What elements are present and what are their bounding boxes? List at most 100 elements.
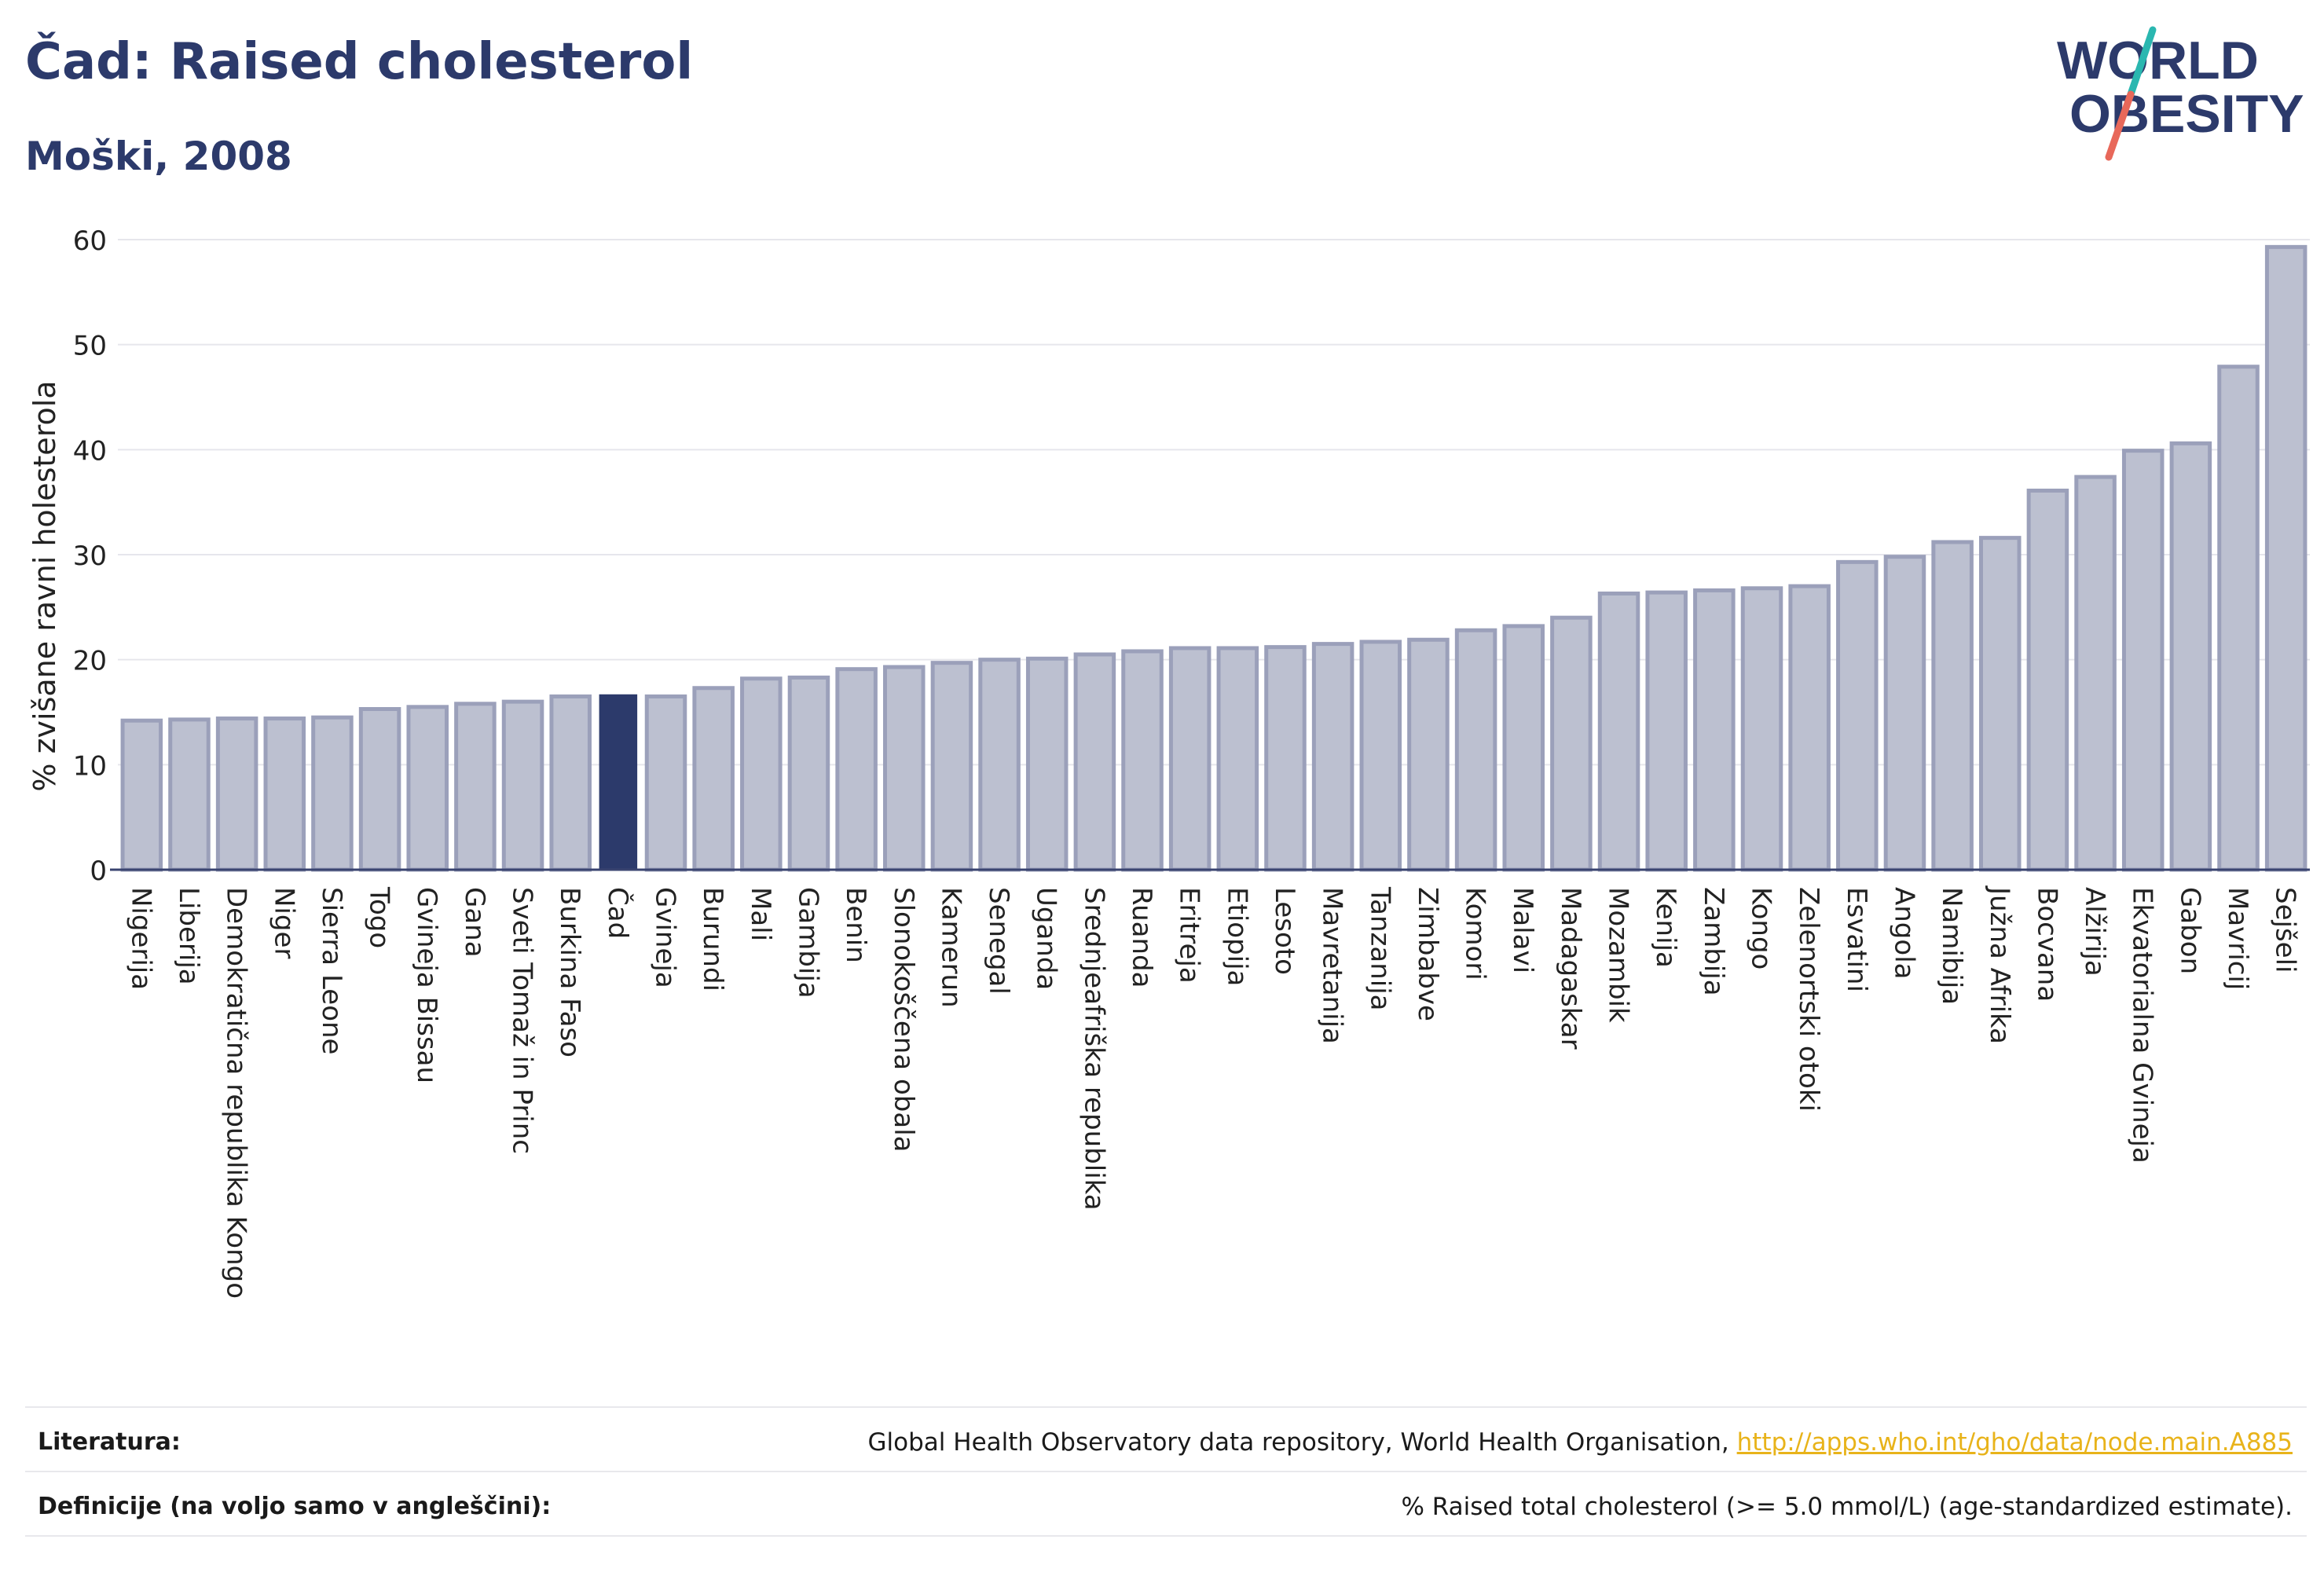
bar xyxy=(358,706,401,872)
x-tick-label: Gvineja Bissau xyxy=(411,887,442,1083)
bar xyxy=(549,694,592,872)
x-tick-label: Južna Afrika xyxy=(1984,885,2015,1044)
x-tick-label: Gambija xyxy=(792,887,823,999)
x-tick-label: Namibija xyxy=(1936,887,1967,1005)
x-tick-label: Mavricij xyxy=(2222,887,2253,990)
x-tick-label: Niger xyxy=(268,887,299,958)
x-tick-label: Sierra Leone xyxy=(316,887,347,1054)
x-tick-label: Angola xyxy=(1888,887,1919,979)
bar xyxy=(1311,642,1354,872)
bar xyxy=(2217,365,2260,872)
x-tick-label: Zambija xyxy=(1698,887,1729,996)
x-tick-label: Madagaskar xyxy=(1555,887,1586,1050)
bar xyxy=(1979,536,2022,872)
x-tick-label: Demokratična republika Kongo xyxy=(221,887,252,1299)
bar xyxy=(1168,646,1211,872)
bar xyxy=(1264,645,1307,872)
bar xyxy=(978,658,1021,872)
x-tick-label: Gana xyxy=(459,887,490,958)
x-tick-label: Liberija xyxy=(173,887,204,985)
x-tick-label: Komori xyxy=(1460,887,1491,980)
literature-text: Global Health Observatory data repositor… xyxy=(867,1428,1729,1457)
bar xyxy=(1931,540,1974,872)
y-axis-title: % zvišane ravni holesterola xyxy=(27,380,62,791)
bar xyxy=(1359,640,1402,872)
y-tick-label: 10 xyxy=(73,750,107,782)
x-tick-label: Sveti Tomaž in Princ xyxy=(507,887,538,1154)
y-tick-label: 40 xyxy=(73,435,107,467)
x-tick-label: Burkina Faso xyxy=(554,887,585,1057)
logo-text-world: WORLD xyxy=(2057,31,2259,90)
x-tick-label: Mavretanija xyxy=(1317,887,1348,1044)
bar xyxy=(168,717,211,872)
x-tick-label: Srednjeafriška republika xyxy=(1078,887,1109,1211)
bar xyxy=(1883,555,1926,872)
bar xyxy=(406,705,449,872)
bar xyxy=(2169,441,2212,872)
bar xyxy=(2264,244,2308,872)
bar xyxy=(2074,475,2117,872)
x-tick-label: Kamerun xyxy=(935,887,966,1008)
x-tick-label: Lesoto xyxy=(1269,887,1300,975)
x-tick-label: Zimbabve xyxy=(1412,887,1443,1021)
x-tick-label: Ekvatorialna Gvineja xyxy=(2127,887,2158,1164)
x-tick-label: Kenija xyxy=(1650,887,1681,968)
x-tick-label: Uganda xyxy=(1031,887,1062,990)
logo-slash-red xyxy=(2105,90,2135,161)
bar xyxy=(644,694,687,872)
bar xyxy=(692,686,735,872)
world-obesity-logo: WORLD OBESITY xyxy=(2057,26,2304,161)
x-tick-label: Etiopija xyxy=(1221,887,1252,986)
footer-divider-bottom xyxy=(25,1535,2307,1537)
x-tick-label: Ruanda xyxy=(1126,887,1157,988)
bar xyxy=(1502,624,1545,872)
bar xyxy=(1740,586,1783,872)
x-tick-label: Alžirija xyxy=(2079,887,2110,977)
y-tick-label: 60 xyxy=(73,225,107,257)
bar xyxy=(2026,488,2069,872)
x-tick-label: Esvatini xyxy=(1841,887,1872,992)
bar xyxy=(599,694,638,870)
bar xyxy=(1121,649,1164,872)
bar xyxy=(501,699,544,872)
bar xyxy=(1645,590,1688,872)
x-tick-label: Benin xyxy=(840,887,871,963)
bar xyxy=(787,675,830,872)
definition-text: % Raised total cholesterol (>= 5.0 mmol/… xyxy=(1401,1493,2293,1521)
bar xyxy=(1025,656,1069,872)
x-tick-label: Mali xyxy=(745,887,776,941)
x-tick-label: Togo xyxy=(364,886,395,948)
bar xyxy=(120,718,163,872)
x-tick-label: Gabon xyxy=(2174,887,2205,974)
x-tick-label: Bocvana xyxy=(2031,887,2062,1002)
literature-link[interactable]: http://apps.who.int/gho/data/node.main.A… xyxy=(1736,1428,2293,1457)
y-tick-label: 20 xyxy=(73,646,107,677)
x-tick-label: Eritreja xyxy=(1174,887,1205,984)
bar xyxy=(835,667,878,872)
logo-text-obesity: OBESITY xyxy=(2069,84,2304,144)
bar xyxy=(1550,615,1593,872)
y-tick-label: 0 xyxy=(90,856,107,887)
bar xyxy=(1454,628,1497,872)
bar xyxy=(1836,559,1879,872)
bar xyxy=(740,676,783,872)
x-tick-label: Sejšeli xyxy=(2270,887,2301,973)
x-tick-label: Burundi xyxy=(697,887,728,991)
x-tick-label: Gvineja xyxy=(650,887,681,988)
definition-label: Definicije (na voljo samo v angleščini): xyxy=(38,1493,552,1520)
chart-subtitle: Moški, 2008 xyxy=(25,134,292,179)
bar xyxy=(215,717,258,872)
x-tick-label: Čad xyxy=(602,887,634,939)
bar xyxy=(263,717,306,872)
x-tick-label: Slonokoščena obala xyxy=(888,887,919,1152)
x-tick-label: Tanzanija xyxy=(1364,886,1395,1010)
bar xyxy=(311,715,354,872)
footer-divider-top xyxy=(25,1406,2307,1408)
y-tick-label: 30 xyxy=(73,541,107,572)
x-tick-label: Mozambik xyxy=(1603,887,1634,1023)
bar xyxy=(1693,588,1736,872)
footer-divider-middle xyxy=(25,1471,2307,1472)
x-tick-label: Nigerija xyxy=(125,887,156,990)
bar xyxy=(454,702,497,872)
bar xyxy=(1073,652,1116,872)
